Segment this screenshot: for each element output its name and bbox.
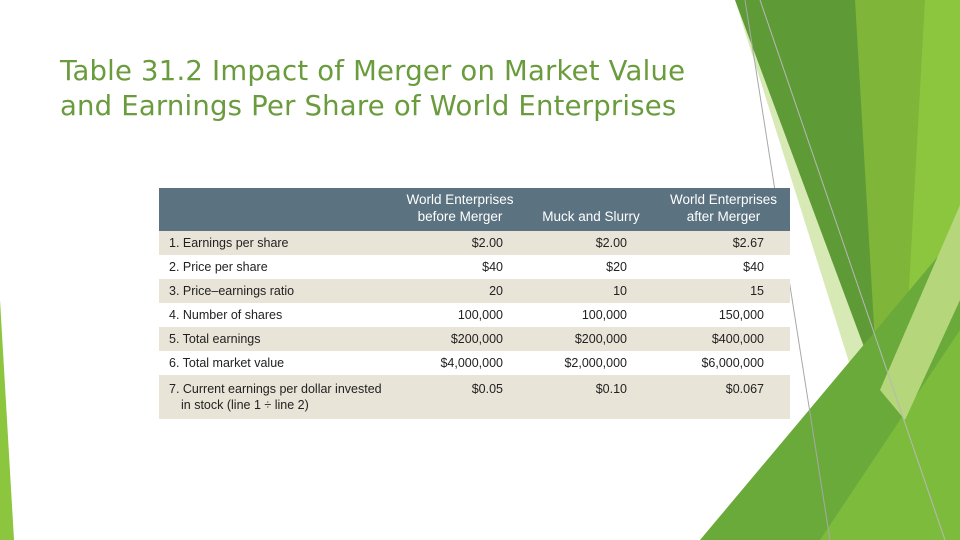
table-row: 6. Total market value $4,000,000 $2,000,… <box>159 351 790 375</box>
cell-before: $200,000 <box>395 327 525 351</box>
row-label: 1. Earnings per share <box>159 231 395 255</box>
cell-before: 100,000 <box>395 303 525 327</box>
cell-muck: $200,000 <box>525 327 657 351</box>
slide-title-line-1: Table 31.2 Impact of Merger on Market Va… <box>60 55 686 87</box>
row-label: 7. Current earnings per dollar invested … <box>159 375 395 419</box>
header-before-line-2: before Merger <box>417 209 503 224</box>
row-label: 5. Total earnings <box>159 327 395 351</box>
merger-table-container: World Enterprises before Merger Muck and… <box>159 188 790 419</box>
slide-title: Table 31.2 Impact of Merger on Market Va… <box>60 54 750 124</box>
cell-muck: $2.00 <box>525 231 657 255</box>
table-row: 2. Price per share $40 $20 $40 <box>159 255 790 279</box>
cell-muck: $0.10 <box>525 375 657 419</box>
header-label-cell <box>159 188 395 231</box>
header-muck-and-slurry: Muck and Slurry <box>525 188 657 231</box>
table-row: 1. Earnings per share $2.00 $2.00 $2.67 <box>159 231 790 255</box>
cell-before: 20 <box>395 279 525 303</box>
cell-muck: $2,000,000 <box>525 351 657 375</box>
table-row: 7. Current earnings per dollar invested … <box>159 375 790 419</box>
cell-after: $400,000 <box>657 327 790 351</box>
thin-line-2 <box>759 0 946 540</box>
table-row: 4. Number of shares 100,000 100,000 150,… <box>159 303 790 327</box>
lower-bright-facet <box>820 330 960 540</box>
cell-after: $40 <box>657 255 790 279</box>
table-row: 3. Price–earnings ratio 20 10 15 <box>159 279 790 303</box>
cell-before: $40 <box>395 255 525 279</box>
row-label-line-1: 7. Current earnings per dollar invested <box>169 382 382 396</box>
cell-muck: $20 <box>525 255 657 279</box>
table-header-row: World Enterprises before Merger Muck and… <box>159 188 790 231</box>
left-green-sliver <box>0 300 14 540</box>
header-after-line-2: after Merger <box>686 209 761 224</box>
cell-before: $4,000,000 <box>395 351 525 375</box>
cell-after: $6,000,000 <box>657 351 790 375</box>
cell-after: $2.67 <box>657 231 790 255</box>
cell-muck: 100,000 <box>525 303 657 327</box>
cell-after: 150,000 <box>657 303 790 327</box>
dark-green-facet <box>735 0 880 390</box>
cell-before: $0.05 <box>395 375 525 419</box>
cell-before: $2.00 <box>395 231 525 255</box>
row-label: 6. Total market value <box>159 351 395 375</box>
row-label-line-2: in stock (line 1 ÷ line 2) <box>181 398 309 412</box>
row-label: 3. Price–earnings ratio <box>159 279 395 303</box>
header-after-merger: World Enterprises after Merger <box>657 188 790 231</box>
table-row: 5. Total earnings $200,000 $200,000 $400… <box>159 327 790 351</box>
merger-impact-table: World Enterprises before Merger Muck and… <box>159 188 790 419</box>
cell-after: $0.067 <box>657 375 790 419</box>
header-before-line-1: World Enterprises <box>406 192 514 207</box>
header-before-merger: World Enterprises before Merger <box>395 188 525 231</box>
header-after-line-1: World Enterprises <box>669 192 778 207</box>
slide-title-line-2: and Earnings Per Share of World Enterpri… <box>60 90 677 122</box>
row-label: 4. Number of shares <box>159 303 395 327</box>
row-label: 2. Price per share <box>159 255 395 279</box>
cell-muck: 10 <box>525 279 657 303</box>
cell-after: 15 <box>657 279 790 303</box>
light-band-facet <box>880 205 960 420</box>
